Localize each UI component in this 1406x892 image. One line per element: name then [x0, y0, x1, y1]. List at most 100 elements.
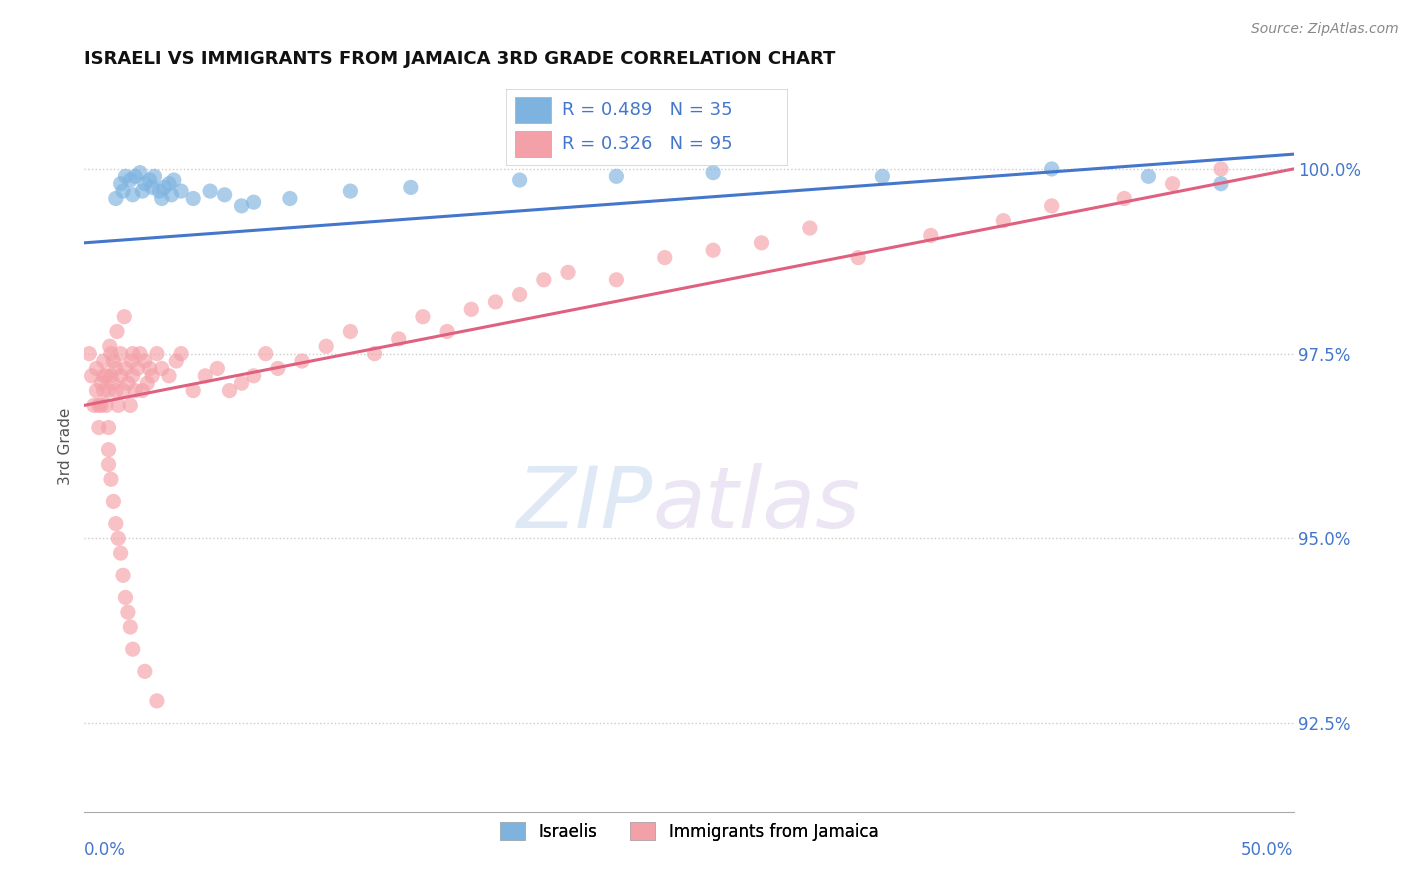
Point — [121, 354, 143, 368]
Point — [163, 173, 186, 187]
Point — [121, 187, 143, 202]
Point — [1040, 199, 1063, 213]
Point — [112, 310, 135, 324]
Point — [97, 442, 120, 457]
Point — [93, 384, 115, 398]
Point — [242, 195, 264, 210]
Point — [751, 235, 773, 250]
Point — [150, 361, 173, 376]
Point — [110, 346, 132, 360]
Point — [605, 169, 627, 184]
Point — [98, 339, 121, 353]
Point — [110, 546, 132, 560]
Point — [90, 398, 112, 412]
Point — [136, 376, 159, 391]
Point — [231, 376, 253, 391]
Point — [134, 665, 156, 679]
Point — [131, 184, 153, 198]
Point — [146, 346, 169, 360]
Point — [114, 361, 136, 376]
Point — [141, 368, 163, 383]
Point — [112, 384, 135, 398]
Text: atlas: atlas — [652, 463, 860, 546]
Point — [181, 384, 204, 398]
Point — [254, 346, 277, 360]
Point — [231, 199, 253, 213]
Point — [94, 398, 117, 412]
Point — [315, 339, 337, 353]
Point — [533, 273, 555, 287]
Point — [94, 368, 117, 383]
Point — [134, 177, 156, 191]
Point — [363, 346, 385, 360]
Point — [291, 354, 314, 368]
Point — [129, 166, 152, 180]
Point — [207, 361, 229, 376]
Point — [1209, 161, 1232, 176]
Point — [1040, 161, 1063, 176]
Point — [218, 384, 240, 398]
Point — [87, 398, 110, 412]
Point — [436, 325, 458, 339]
Point — [124, 169, 146, 184]
Point — [112, 568, 135, 582]
Point — [339, 325, 361, 339]
Text: 0.0%: 0.0% — [84, 841, 127, 859]
Point — [872, 169, 894, 184]
Point — [388, 332, 411, 346]
Point — [1209, 177, 1232, 191]
Point — [170, 184, 193, 198]
Point — [170, 346, 193, 360]
Point — [143, 169, 166, 184]
Point — [103, 376, 125, 391]
Point — [77, 346, 100, 360]
Point — [104, 361, 127, 376]
Point — [214, 187, 236, 202]
Point — [100, 368, 122, 383]
Point — [198, 184, 221, 198]
Point — [90, 376, 112, 391]
Point — [702, 244, 724, 258]
Point — [181, 192, 204, 206]
Point — [702, 166, 724, 180]
Point — [114, 591, 136, 605]
Text: R = 0.326   N = 95: R = 0.326 N = 95 — [562, 135, 733, 153]
Text: 50.0%: 50.0% — [1241, 841, 1294, 859]
Point — [86, 384, 108, 398]
Point — [100, 346, 122, 360]
Point — [129, 346, 152, 360]
Point — [509, 173, 531, 187]
Text: ISRAELI VS IMMIGRANTS FROM JAMAICA 3RD GRADE CORRELATION CHART: ISRAELI VS IMMIGRANTS FROM JAMAICA 3RD G… — [84, 50, 835, 68]
Point — [153, 180, 176, 194]
Point — [93, 368, 115, 383]
Point — [157, 177, 180, 191]
Point — [605, 273, 627, 287]
Point — [120, 620, 142, 634]
Point — [339, 184, 361, 198]
Point — [104, 516, 127, 531]
Point — [654, 251, 676, 265]
Point — [412, 310, 434, 324]
Point — [105, 325, 128, 339]
Point — [120, 398, 142, 412]
Point — [141, 180, 163, 194]
Point — [104, 384, 127, 398]
Point — [107, 398, 129, 412]
Point — [165, 354, 187, 368]
Point — [846, 251, 869, 265]
Point — [1114, 192, 1136, 206]
Legend: Israelis, Immigrants from Jamaica: Israelis, Immigrants from Jamaica — [494, 816, 884, 847]
Point — [117, 605, 139, 619]
Point — [121, 346, 143, 360]
Point — [103, 494, 125, 508]
Point — [112, 184, 135, 198]
Point — [134, 354, 156, 368]
Point — [993, 213, 1015, 227]
Point — [124, 384, 146, 398]
Point — [121, 642, 143, 657]
FancyBboxPatch shape — [515, 131, 551, 157]
Point — [100, 472, 122, 486]
Point — [107, 532, 129, 546]
Point — [148, 184, 170, 198]
Point — [157, 368, 180, 383]
